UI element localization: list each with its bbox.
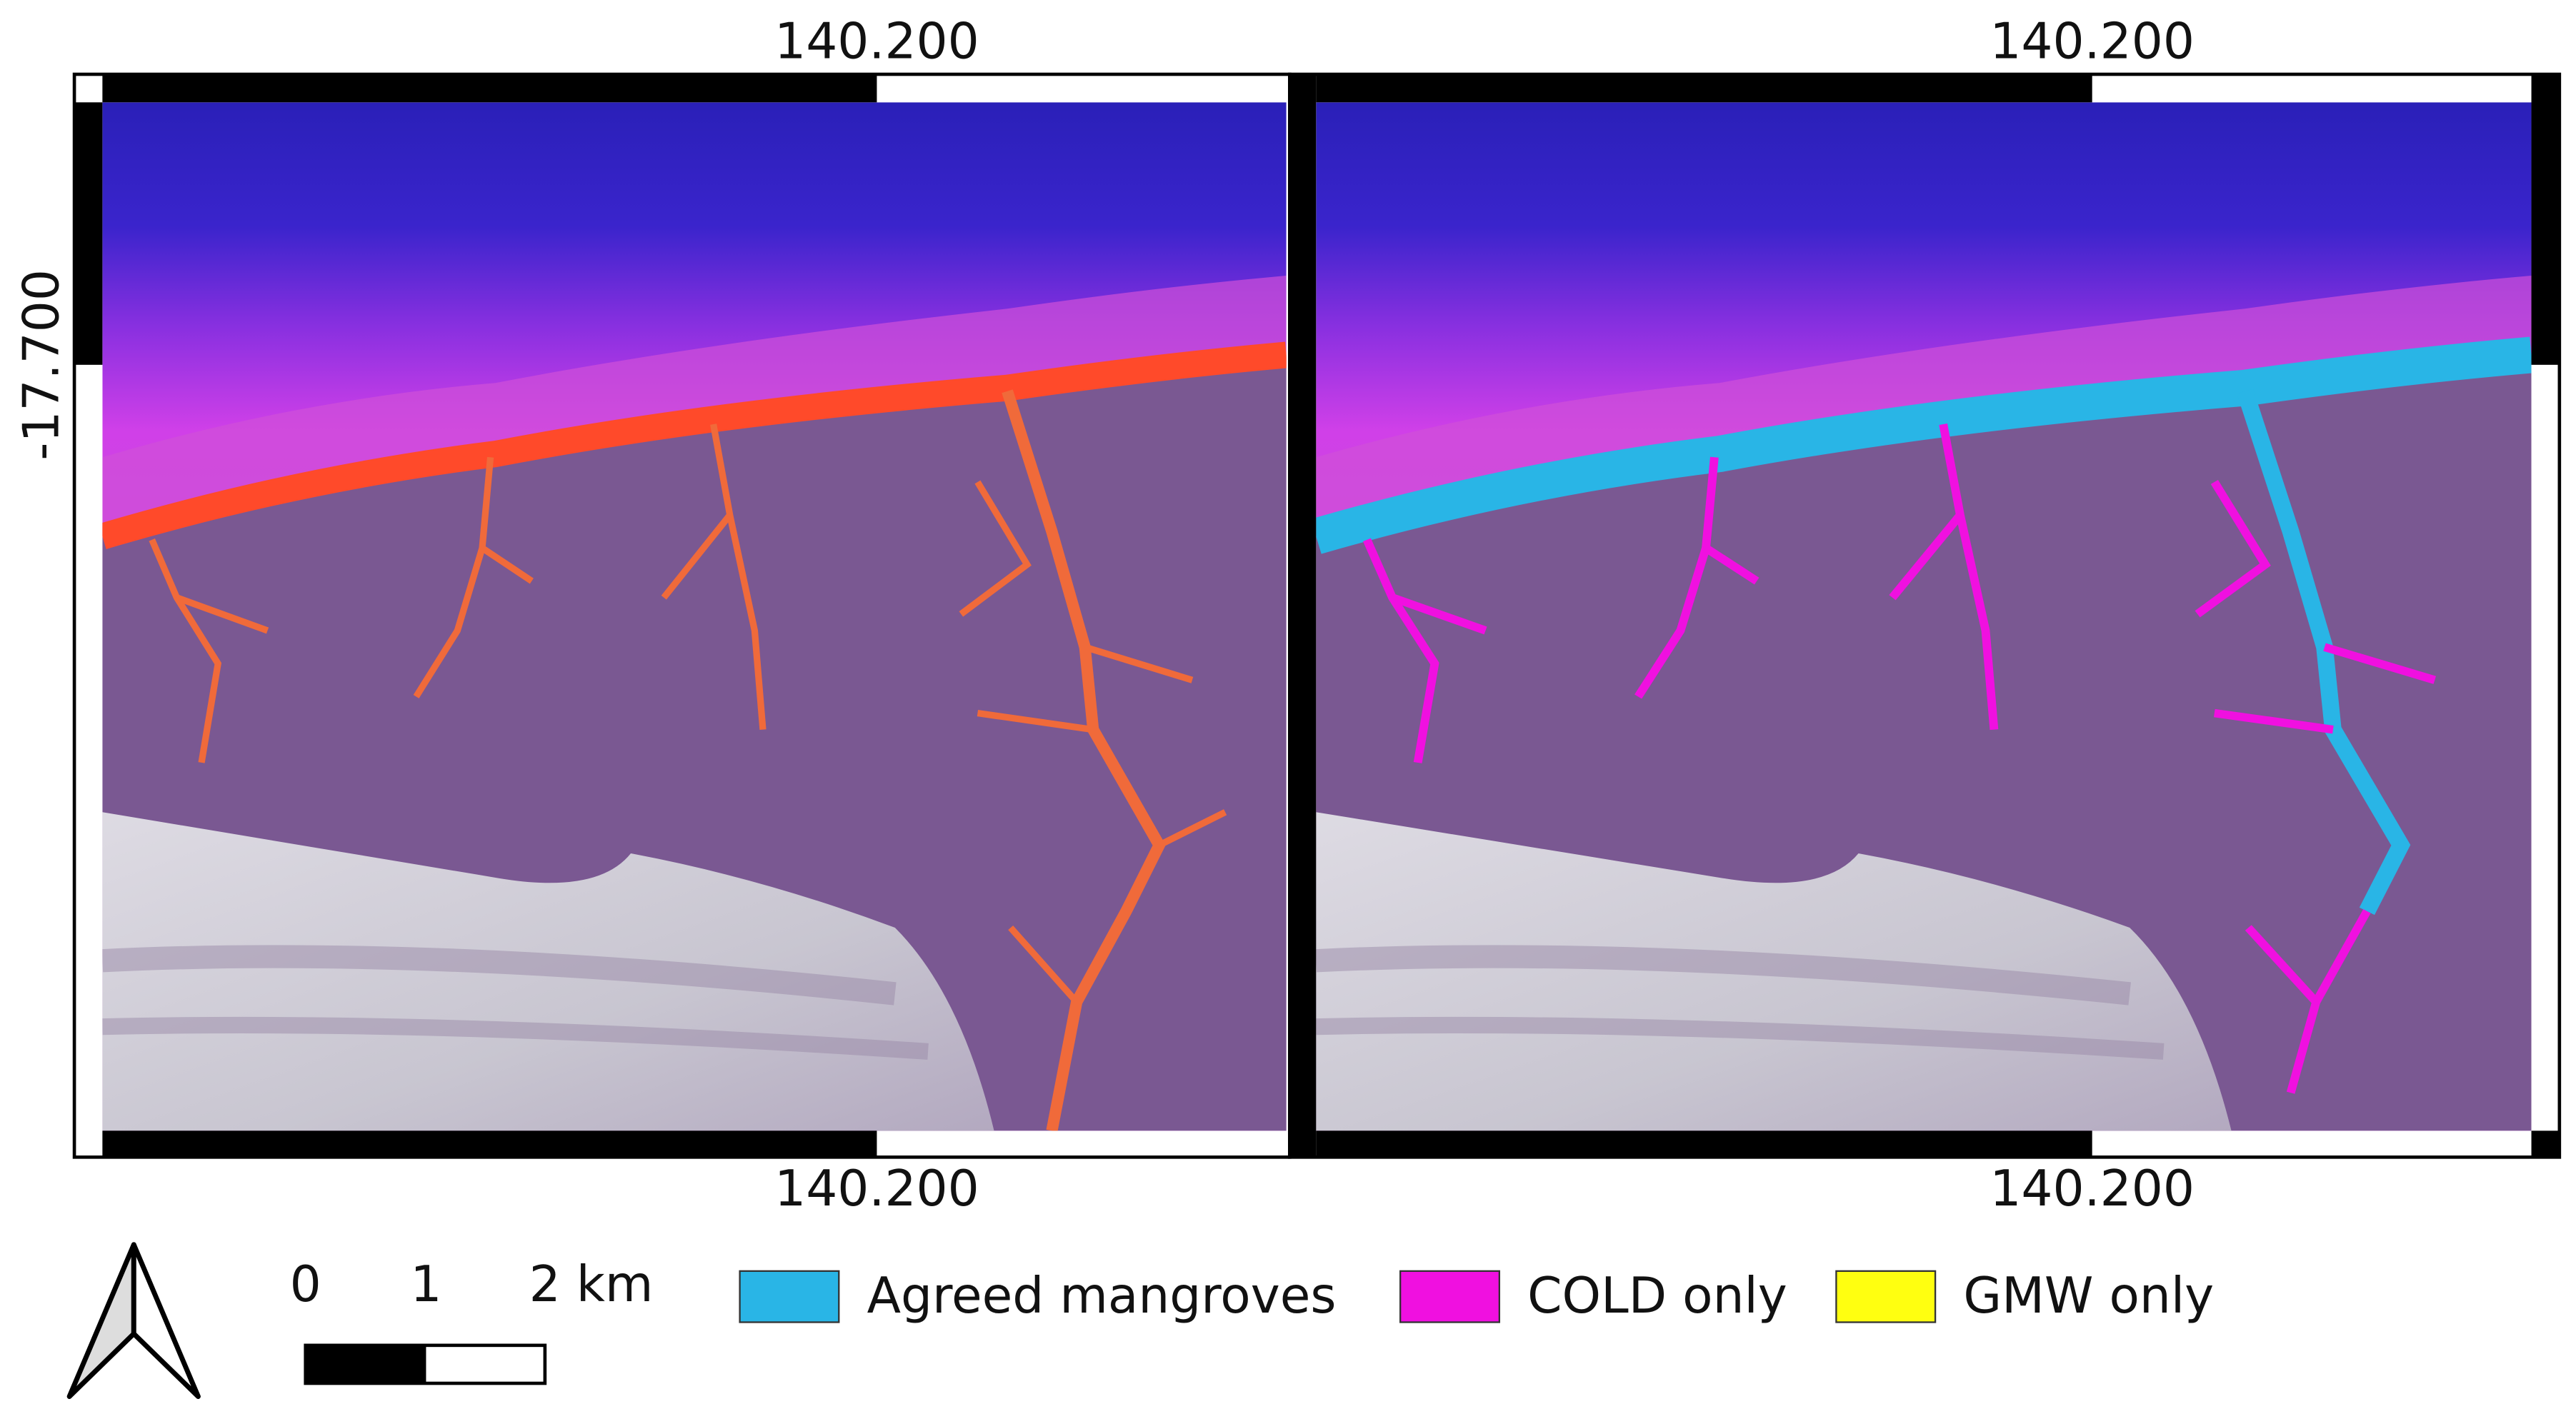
bottom-coord: 140.200 <box>774 1160 979 1218</box>
path-shape <box>1157 809 1227 848</box>
image-left <box>102 102 1287 1131</box>
path-shape <box>1634 456 1719 699</box>
scale-label: 2 km <box>529 1256 654 1313</box>
use-shape <box>102 102 1286 1130</box>
scale-label: 0 <box>290 1256 321 1313</box>
path-shape <box>1391 593 1487 635</box>
agreed-area <box>1316 336 2532 554</box>
frame-bands <box>74 74 877 1158</box>
image-right <box>1316 102 2532 1130</box>
rect-shape <box>102 1130 877 1158</box>
path-shape <box>977 709 1094 733</box>
legend-label: Agreed mangroves <box>867 1268 1337 1325</box>
top-coord: 140.200 <box>774 13 979 70</box>
legend-swatch <box>739 1270 840 1323</box>
north-arrow <box>66 1242 201 1399</box>
legend-swatch <box>1399 1270 1501 1323</box>
coast-band <box>102 341 1287 549</box>
path-shape <box>661 513 733 600</box>
legend-label: COLD only <box>1527 1268 1787 1325</box>
rect-shape <box>1289 74 1317 1158</box>
use-shape <box>1316 102 2531 1130</box>
path-shape <box>66 1242 136 1399</box>
agreed-area <box>2237 388 2411 916</box>
path-shape <box>1703 544 1759 585</box>
path-shape <box>1084 643 1194 683</box>
channels <box>149 389 1227 1131</box>
rect-shape <box>305 1345 426 1384</box>
rect-shape <box>2531 1130 2560 1158</box>
path-shape <box>2286 909 2371 1094</box>
path-shape <box>1002 389 1166 1131</box>
path-shape <box>175 594 269 634</box>
path-shape <box>2213 708 2334 734</box>
path-shape <box>2195 479 2271 618</box>
path-shape <box>1939 423 1999 731</box>
path-shape <box>1889 512 1964 601</box>
scale-bar <box>304 1343 547 1385</box>
path-shape <box>131 1242 201 1399</box>
path-shape <box>480 545 534 584</box>
path-shape <box>1008 925 1079 1005</box>
legend-swatch <box>1835 1270 1937 1323</box>
path-shape <box>959 480 1032 617</box>
rect-shape <box>1316 1130 2092 1158</box>
left-coord: -17.700 <box>13 269 70 461</box>
top-coord: 140.200 <box>1990 13 2195 70</box>
legend-label: GMW only <box>1963 1268 2214 1325</box>
frame-bands <box>1289 74 2560 1158</box>
rect-shape <box>1316 74 2092 103</box>
path-shape <box>413 456 494 698</box>
bottom-coord: 140.200 <box>1990 1160 2195 1218</box>
legend: Agreed mangroves COLD only GMW only <box>739 1268 2214 1325</box>
rect-shape <box>102 74 877 103</box>
path-shape <box>149 538 222 763</box>
cold-area <box>1363 423 2437 1094</box>
path-shape <box>1363 538 1439 763</box>
rect-shape <box>2531 74 2560 365</box>
path-shape <box>2323 643 2437 684</box>
scale-label: 1 <box>410 1256 441 1313</box>
rect-shape <box>74 102 103 365</box>
path-shape <box>710 423 767 731</box>
path-shape <box>2245 925 2320 1005</box>
